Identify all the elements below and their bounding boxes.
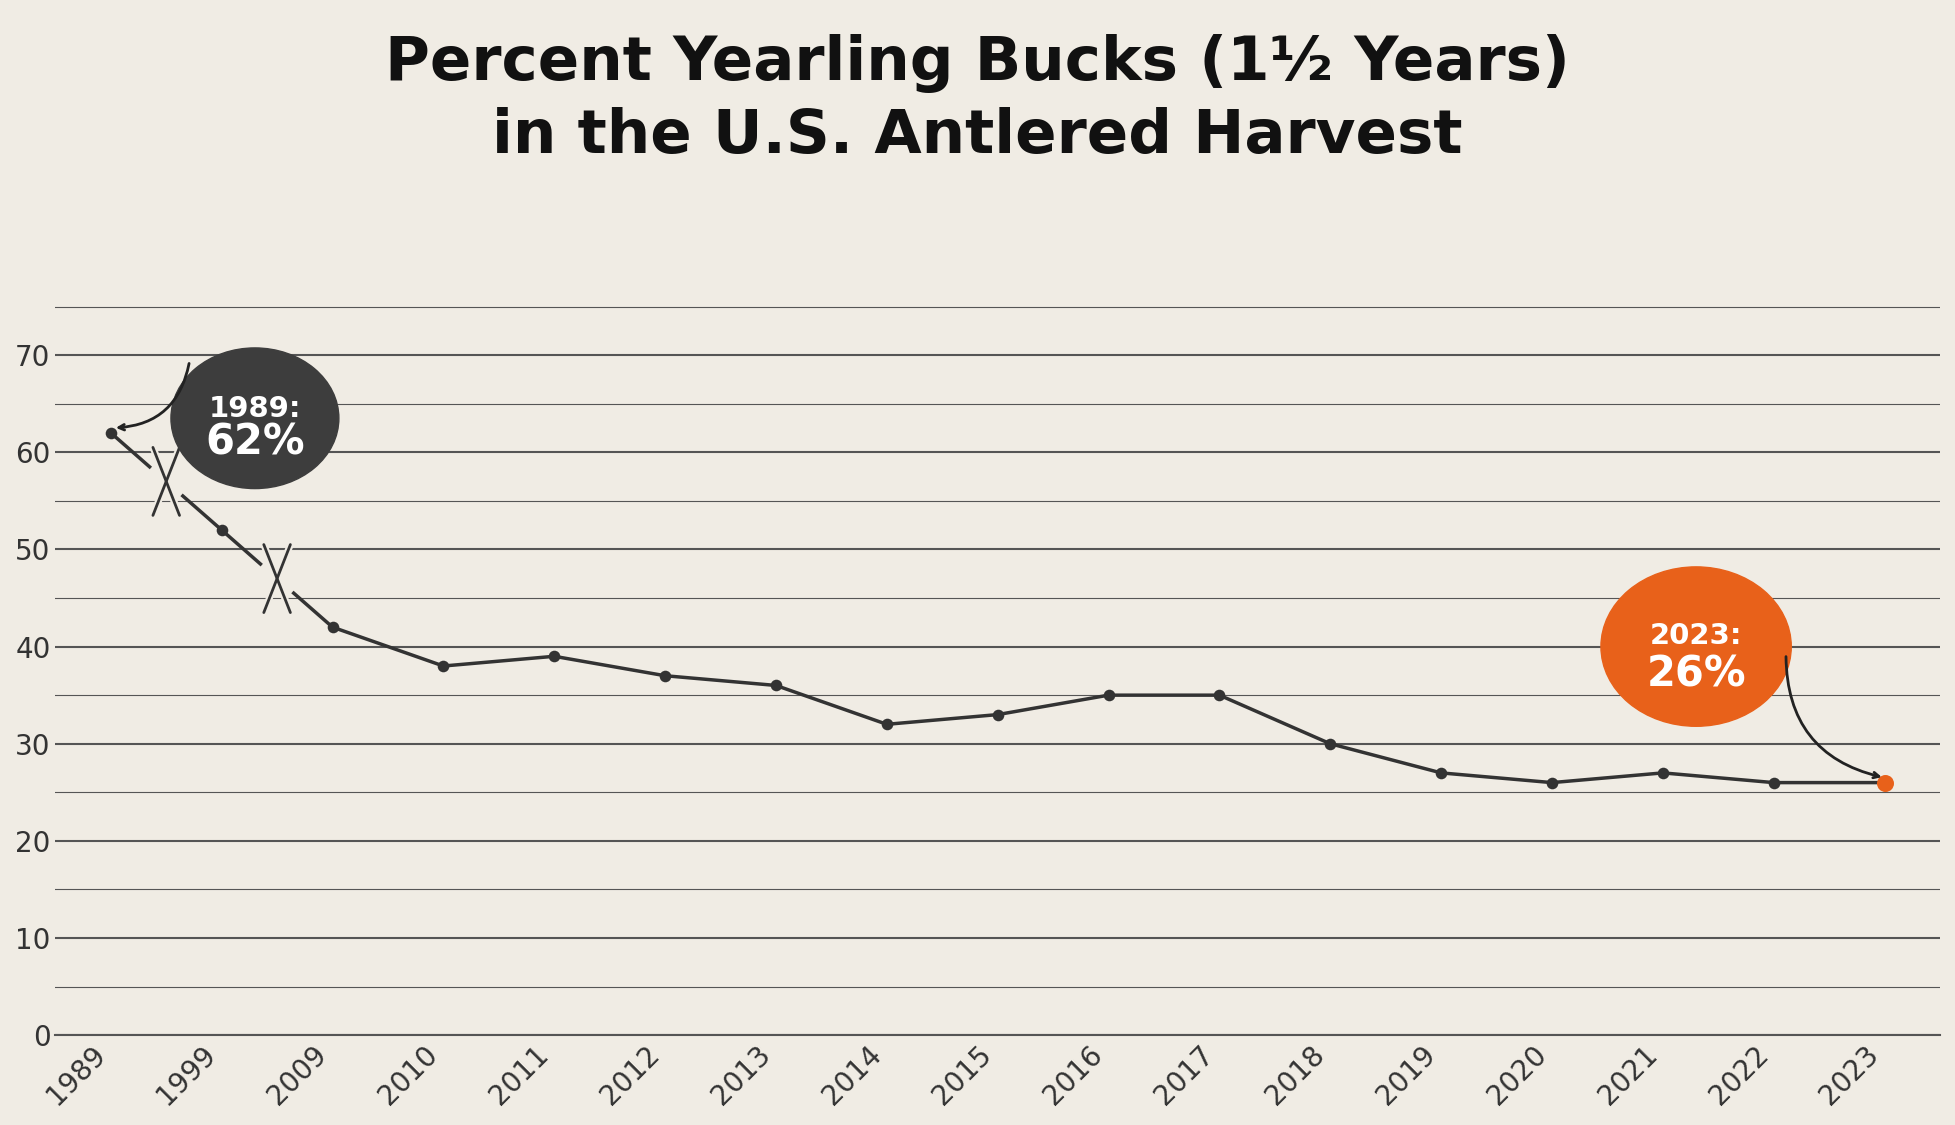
Ellipse shape	[170, 348, 338, 488]
Point	[1648, 764, 1679, 782]
Point	[205, 521, 237, 539]
Point	[1869, 774, 1900, 792]
Point	[1204, 686, 1236, 704]
Text: 26%: 26%	[1646, 654, 1746, 695]
Point	[1314, 735, 1345, 753]
Point	[1093, 686, 1124, 704]
Text: 2023:: 2023:	[1650, 622, 1742, 650]
Point	[1758, 774, 1789, 792]
Point	[96, 424, 127, 442]
Text: Percent Yearling Bucks (1½ Years)
in the U.S. Antlered Harvest: Percent Yearling Bucks (1½ Years) in the…	[385, 34, 1570, 165]
Ellipse shape	[1601, 567, 1791, 727]
Point	[649, 667, 680, 685]
Point	[538, 647, 569, 665]
Point	[872, 716, 903, 734]
Point	[1537, 774, 1568, 792]
Point	[428, 657, 459, 675]
Point	[760, 676, 792, 694]
Text: 62%: 62%	[205, 422, 305, 464]
Point	[317, 618, 348, 636]
Text: 1989:: 1989:	[209, 395, 301, 423]
Point	[981, 705, 1013, 723]
Point	[1425, 764, 1456, 782]
